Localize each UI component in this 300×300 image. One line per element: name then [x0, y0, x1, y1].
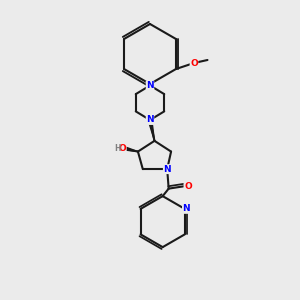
Polygon shape — [148, 120, 154, 141]
Text: O: O — [184, 182, 192, 191]
Text: N: N — [146, 116, 154, 124]
Text: N: N — [146, 81, 154, 90]
Text: N: N — [164, 165, 171, 174]
Text: N: N — [182, 204, 190, 213]
Polygon shape — [125, 147, 138, 152]
Text: H: H — [114, 144, 121, 153]
Text: O: O — [190, 58, 198, 68]
Text: O: O — [118, 144, 126, 153]
